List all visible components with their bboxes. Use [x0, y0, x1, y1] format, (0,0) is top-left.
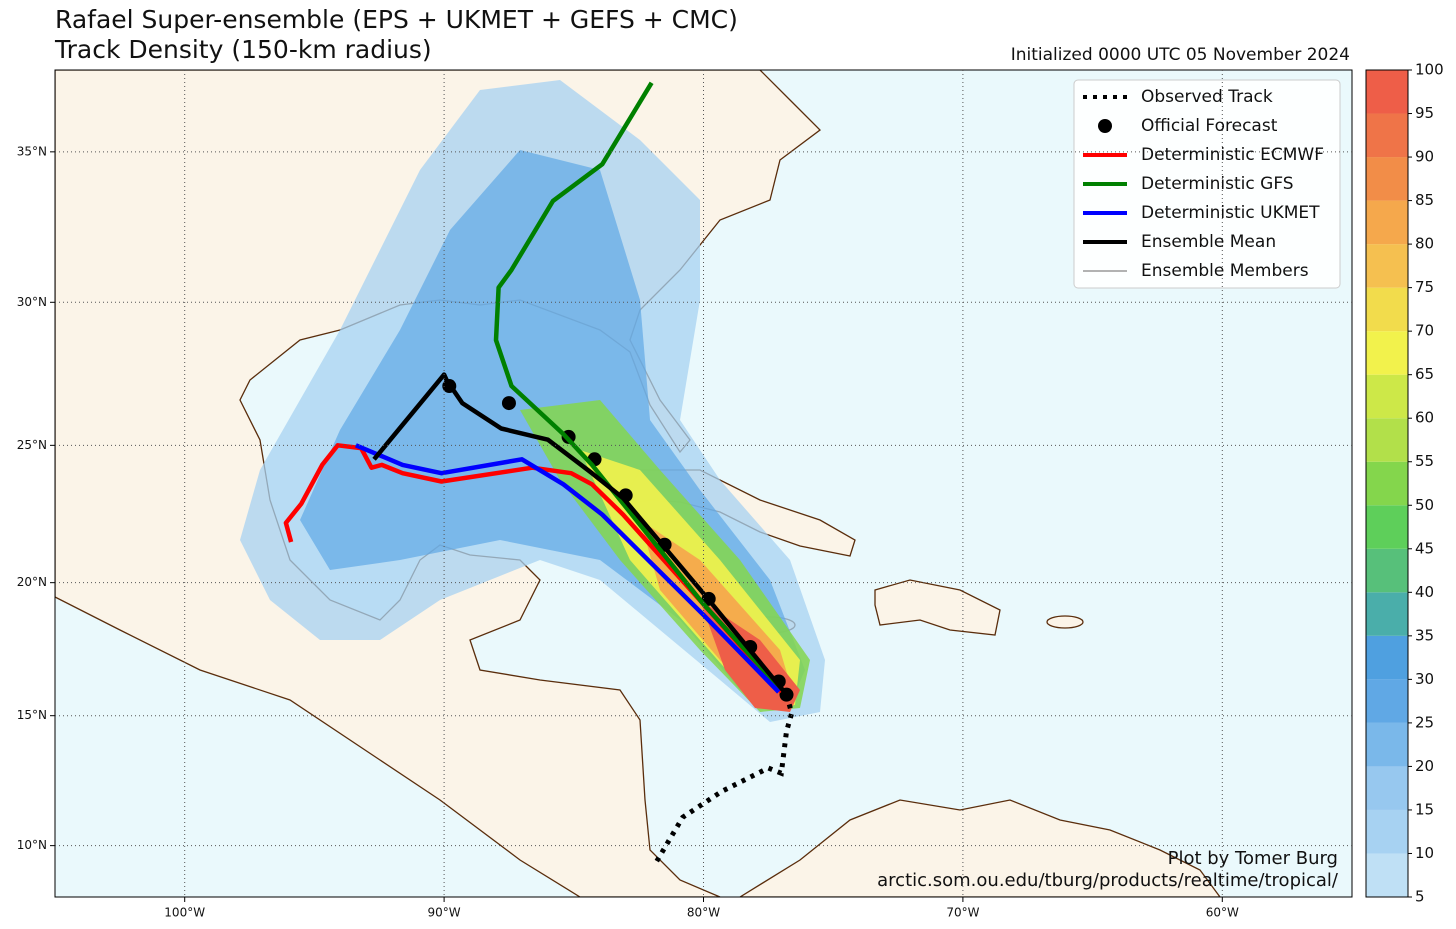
colorbar-tick-label: 20 [1415, 757, 1434, 775]
colorbar-tick-label: 100 [1415, 61, 1444, 79]
colorbar-tick-label: 45 [1415, 539, 1434, 557]
colorbar-tick-label: 90 [1415, 148, 1434, 166]
colorbar-tick-label: 35 [1415, 626, 1434, 644]
y-tick-label: 20°N [17, 575, 47, 589]
y-tick-label: 15°N [17, 708, 47, 722]
colorbar-band [1366, 70, 1408, 114]
legend-swatch [1098, 119, 1112, 133]
colorbar-band [1366, 287, 1408, 332]
colorbar-tick-label: 15 [1415, 800, 1434, 818]
colorbar-band [1366, 113, 1408, 158]
track-line [654, 693, 795, 863]
map-area [55, 70, 1221, 897]
x-tick-label: 100°W [164, 906, 205, 920]
legend-label: Deterministic GFS [1141, 174, 1294, 194]
colorbar-band [1366, 505, 1408, 549]
colorbar-band [1366, 766, 1408, 810]
colorbar-band [1366, 374, 1408, 419]
colorbar-band [1366, 200, 1408, 245]
colorbar-band [1366, 592, 1408, 636]
credit: Plot by Tomer Burg [1168, 848, 1338, 869]
track-line [372, 372, 789, 697]
colorbar-tick-label: 80 [1415, 235, 1434, 253]
colorbar-band [1366, 461, 1408, 506]
source-url: arctic.som.ou.edu/tburg/products/realtim… [877, 870, 1339, 891]
legend-label: Deterministic UKMET [1141, 203, 1320, 223]
colorbar-band [1366, 809, 1408, 854]
legend-label: Observed Track [1141, 87, 1273, 107]
colorbar-band [1366, 244, 1408, 288]
colorbar-tick-label: 75 [1415, 278, 1434, 296]
colorbar-frame [1365, 69, 1409, 898]
x-tick-label: 90°W [428, 906, 461, 920]
colorbar-band [1366, 853, 1408, 897]
colorbar-band [1366, 635, 1408, 680]
colorbar-tick-label: 25 [1415, 713, 1434, 731]
colorbar-band [1366, 157, 1408, 201]
track-line [355, 443, 781, 694]
chart-subtitle: Track Density (150-km radius) [54, 35, 432, 64]
y-tick-label: 30°N [17, 295, 47, 309]
track-line [283, 443, 783, 694]
track-line [493, 81, 783, 691]
colorbar-tick-label: 85 [1415, 191, 1434, 209]
y-tick-label: 35°N [17, 144, 47, 158]
colorbar-tick-label: 95 [1415, 104, 1434, 122]
chart-title: Rafael Super-ensemble (EPS + UKMET + GEF… [55, 5, 738, 34]
x-tick-label: 70°W [946, 906, 979, 920]
colorbar-tick-label: 65 [1415, 365, 1434, 383]
legend-label: Deterministic ECMWF [1141, 145, 1324, 165]
colorbar-tick-label: 5 [1415, 888, 1425, 906]
colorbar-band [1366, 418, 1408, 462]
colorbar-tick-label: 55 [1415, 452, 1434, 470]
colorbar-band [1366, 331, 1408, 375]
forecast-point [501, 396, 516, 411]
hispaniola [874, 579, 1001, 636]
colorbar-band [1366, 548, 1408, 593]
legend-label: Ensemble Mean [1141, 232, 1276, 252]
legend-label: Official Forecast [1141, 116, 1278, 136]
colorbar-tick-label: 60 [1415, 409, 1434, 427]
colorbar-tick-label: 30 [1415, 670, 1434, 688]
legend-label: Ensemble Members [1141, 261, 1309, 281]
legend-box [1073, 79, 1341, 289]
colorbar-tick-label: 10 [1415, 844, 1434, 862]
x-tick-label: 80°W [687, 906, 720, 920]
colorbar-tick-label: 70 [1415, 322, 1434, 340]
colorbar-band [1366, 679, 1408, 723]
south-america [738, 799, 1221, 897]
colorbar-band [1366, 722, 1408, 767]
y-tick-label: 10°N [17, 838, 47, 852]
y-tick-label: 25°N [17, 438, 47, 452]
x-tick-label: 60°W [1206, 906, 1239, 920]
colorbar-tick-label: 50 [1415, 496, 1434, 514]
puerto-rico [1046, 615, 1084, 629]
colorbar-tick-label: 40 [1415, 583, 1434, 601]
init-time: Initialized 0000 UTC 05 November 2024 [1011, 45, 1350, 65]
